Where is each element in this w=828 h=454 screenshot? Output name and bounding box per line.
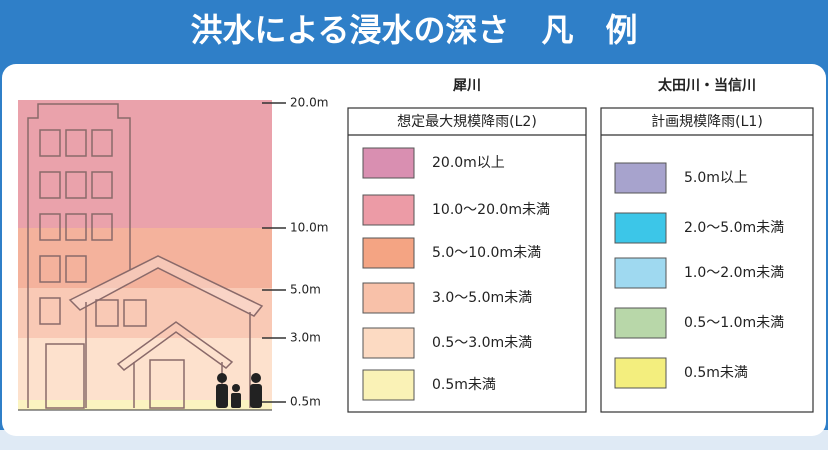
item-label: 1.0～2.0m未満	[684, 265, 784, 281]
band	[18, 100, 272, 228]
scale: 20.0m 10.0m 5.0m 3.0m 0.5m	[262, 96, 328, 409]
swatch	[362, 237, 415, 269]
river-name: 太田川・当信川	[658, 77, 756, 94]
item-label: 5.0m以上	[684, 170, 748, 186]
item-label: 5.0～10.0m未満	[432, 245, 541, 261]
title: 洪水による浸水の深さ 凡 例	[190, 11, 637, 49]
item-label: 2.0～5.0m未満	[684, 220, 784, 236]
swatch	[362, 369, 415, 401]
band	[18, 228, 272, 288]
swatch	[362, 147, 415, 179]
swatch	[362, 194, 415, 226]
scale-label: 3.0m	[290, 331, 321, 345]
swatch	[614, 307, 667, 339]
item-label: 0.5～3.0m未満	[432, 335, 532, 351]
scale-label: 0.5m	[290, 395, 321, 409]
item-label: 0.5m未満	[432, 377, 496, 393]
scale-label: 5.0m	[290, 283, 321, 297]
scale-label: 20.0m	[290, 96, 328, 110]
swatch	[614, 357, 667, 389]
item-label: 10.0～20.0m未満	[432, 202, 550, 218]
band	[18, 338, 272, 400]
buildings	[27, 103, 264, 409]
windows	[39, 129, 113, 325]
item-label: 20.0m以上	[432, 155, 505, 171]
band	[18, 400, 272, 410]
swatch	[614, 162, 667, 194]
legend-subtitle: 想定最大規模降雨(L2)	[397, 114, 537, 130]
item-label: 0.5～1.0m未満	[684, 315, 784, 331]
swatch	[362, 327, 415, 359]
legend-subtitle: 計画規模降雨(L1)	[651, 114, 763, 130]
item-label: 0.5m未満	[684, 365, 748, 381]
people	[216, 373, 262, 408]
swatch	[614, 212, 667, 244]
depth-bands	[18, 100, 272, 410]
swatch	[614, 257, 667, 289]
item-label: 3.0～5.0m未満	[432, 290, 532, 306]
swatch	[362, 282, 415, 314]
river-name: 犀川	[452, 78, 481, 94]
scale-label: 10.0m	[290, 221, 328, 235]
